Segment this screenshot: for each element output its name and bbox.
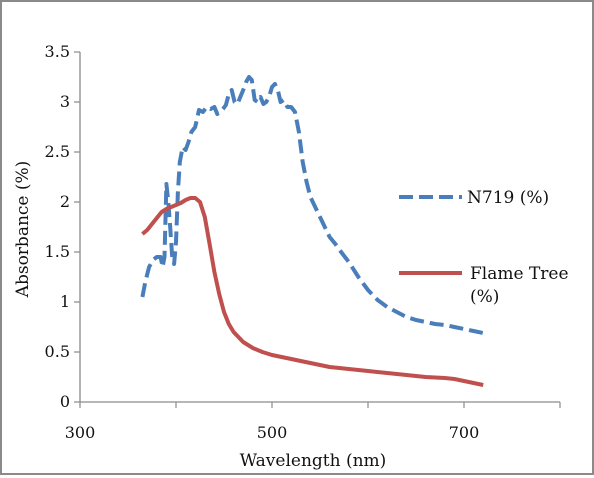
legend-label-n719: N719 (%) [467, 188, 549, 208]
series-line-n719 [140, 75, 484, 335]
legend-label-flame-tree-unit: (%) [470, 287, 499, 307]
y-tick-label: 3.5 [45, 42, 70, 61]
x-tick-label: 300 [65, 423, 96, 442]
y-tick-label: 0 [60, 392, 70, 411]
x-tick-label: 700 [449, 423, 480, 442]
y-tick-label: 0.5 [45, 342, 70, 361]
y-tick-label: 2.5 [45, 142, 70, 161]
series-line-flame-tree [141, 196, 484, 387]
x-axis-label: Wavelength (nm) [240, 451, 387, 471]
tick-labels: 0 0.5 1 1.5 2 2.5 3 3.5 300 500 700 [45, 42, 480, 442]
series-lines [140, 75, 484, 387]
legend: N719 (%) Flame Tree (%) [399, 188, 569, 307]
y-tick-label: 1.5 [45, 242, 70, 261]
y-axis-label: Absorbance (%) [13, 161, 33, 299]
axes [74, 51, 561, 408]
y-tick-label: 3 [60, 92, 70, 111]
absorbance-chart: 0 0.5 1 1.5 2 2.5 3 3.5 300 500 700 N719 (%) Flame … [13, 42, 569, 471]
legend-label-flame-tree: Flame Tree [470, 264, 569, 284]
y-tick-label: 2 [60, 192, 70, 211]
x-tick-label: 500 [257, 423, 288, 442]
y-tick-label: 1 [60, 292, 70, 311]
